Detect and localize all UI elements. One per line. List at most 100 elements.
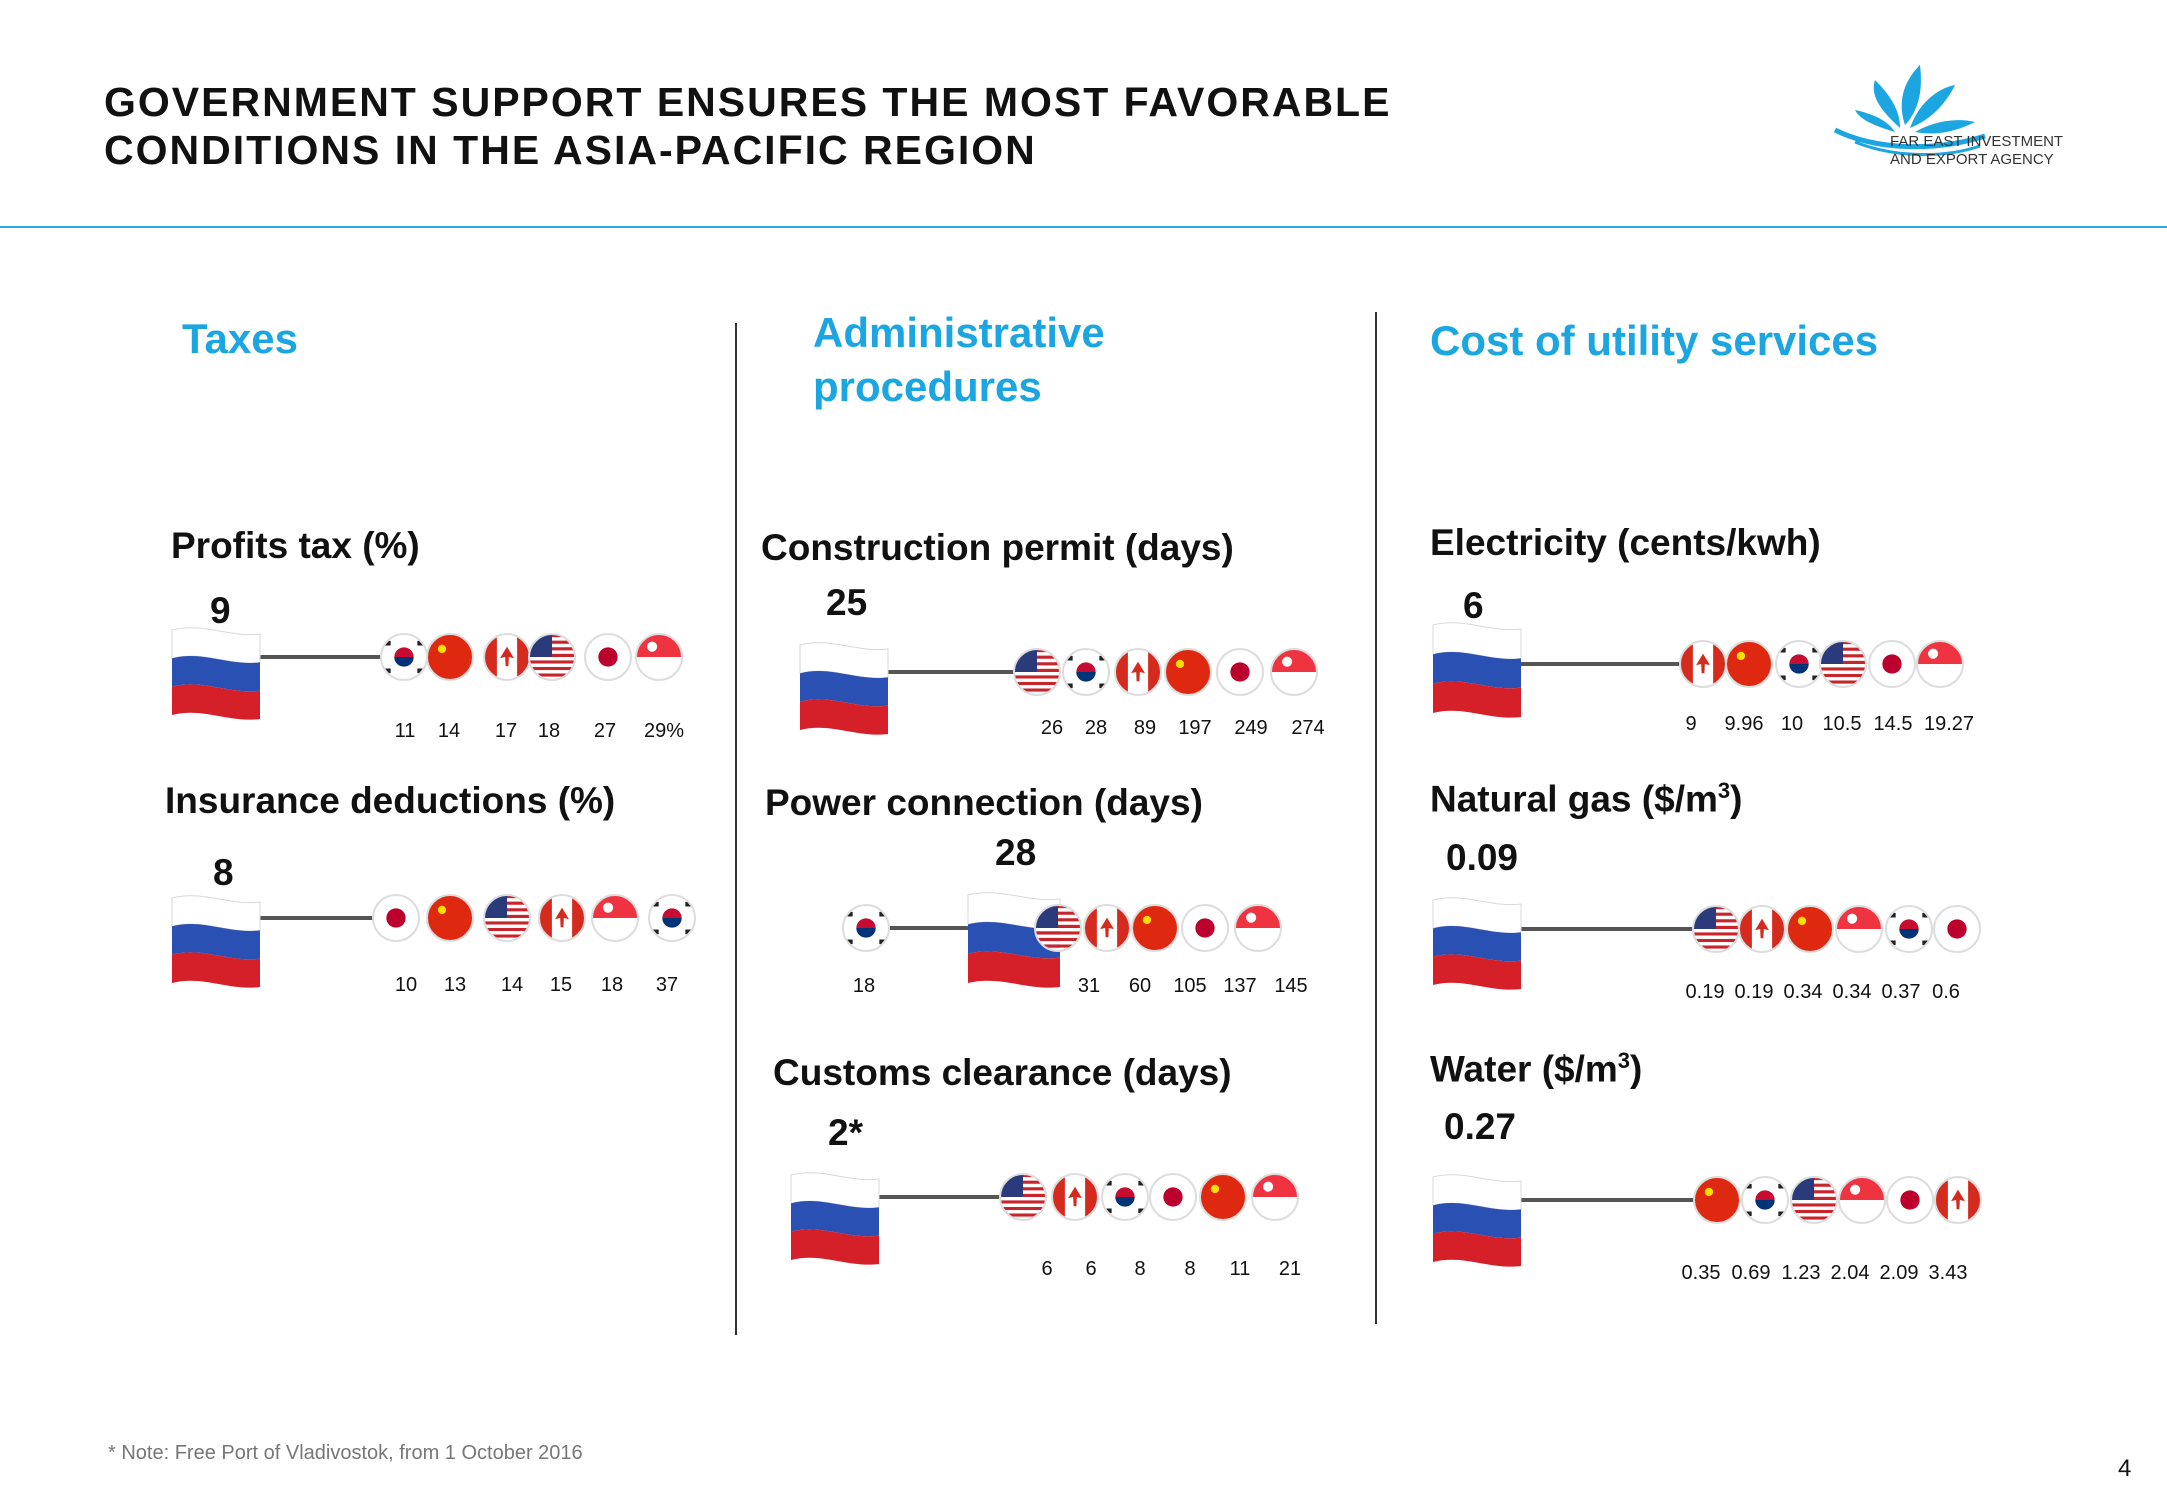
value-label: 15 [549,974,573,996]
metric-title-construction: Construction permit (days) [761,527,1234,568]
metric-title-profits-tax: Profits tax (%) [171,525,420,566]
japan-flag-icon [372,894,420,942]
canada-flag-icon [1051,1173,1099,1221]
usa-flag-icon [528,633,576,681]
china-flag-icon [1725,640,1773,688]
singapore-flag-icon [1835,905,1883,953]
value-label: 21 [1278,1258,1302,1280]
column-heading-utilities: Cost of utility services [1430,317,1879,364]
japan-flag-icon [1149,1173,1197,1221]
column-heading-taxes: Taxes [182,315,298,362]
flag-row-power [842,892,1282,988]
value-label: 0.37 [1881,981,1921,1003]
logo-text-line1: FAR EAST INVESTMENT [1890,133,2064,150]
value-label: 9 [1685,713,1697,735]
value-label: 37 [655,974,679,996]
singapore-flag-icon [1270,648,1318,696]
value-label: 0.19 [1685,981,1725,1003]
russia-flag-icon [1432,897,1522,990]
column-heading-administrative: Administrative procedures [813,306,1105,414]
russia-value-customs: 2* [828,1112,863,1153]
russia-value-natural-gas: 0.09 [1446,837,1519,878]
column-divider-1 [735,323,737,1335]
value-label: 8 [1134,1258,1146,1280]
value-label: 14.5 [1873,713,1913,735]
page-title: GOVERNMENT SUPPORT ENSURES THE MOST FAVO… [104,78,1391,174]
value-label: 31 [1077,975,1101,997]
value-label: 29% [643,720,685,742]
flag-row-customs [790,1172,1299,1265]
singapore-flag-icon [591,894,639,942]
south-korea-flag-icon [1775,640,1823,688]
page-title-line2: CONDITIONS IN THE ASIA-PACIFIC REGION [104,127,1037,173]
singapore-flag-icon [1916,640,1964,688]
metric-title-natural-gas-close: ) [1730,778,1743,820]
value-label: 6 [1041,1258,1053,1280]
canada-flag-icon [1738,905,1786,953]
value-label: 0.19 [1734,981,1774,1003]
south-korea-flag-icon [1741,1176,1789,1224]
metric-title-natural-gas-sup: 3 [1717,778,1731,803]
russia-flag-icon [171,627,261,720]
value-label: 9.96 [1724,713,1764,735]
page-number: 4 [2118,1455,2132,1482]
value-label: 6 [1085,1258,1097,1280]
japan-flag-icon [1886,1176,1934,1224]
usa-flag-icon [1819,640,1867,688]
china-flag-icon [1131,904,1179,952]
russia-value-construction: 25 [826,582,868,623]
russia-value-insurance: 8 [213,852,234,893]
usa-flag-icon [1790,1176,1838,1224]
value-label: 13 [443,974,467,996]
value-label: 0.34 [1832,981,1872,1003]
japan-flag-icon [1181,904,1229,952]
value-label: 14 [500,974,524,996]
singapore-flag-icon [1251,1173,1299,1221]
value-label: 1.23 [1781,1262,1821,1284]
metric-title-water-sup: 3 [1617,1048,1631,1073]
japan-flag-icon [1933,905,1981,953]
metric-title-power: Power connection (days) [765,782,1203,823]
value-label: 0.34 [1783,981,1823,1003]
metric-title-water-close: ) [1630,1048,1643,1090]
flag-row-electricity [1432,622,1964,718]
value-label: 2.09 [1879,1262,1919,1284]
column-heading-administrative-line2: procedures [813,363,1042,410]
column-divider-2 [1375,312,1377,1324]
south-korea-flag-icon [648,894,696,942]
singapore-flag-icon [635,633,683,681]
value-label: 18 [852,975,876,997]
canada-flag-icon [1114,648,1162,696]
value-label: 18 [537,720,561,742]
china-flag-icon [1786,905,1834,953]
metric-title-insurance: Insurance deductions (%) [165,780,616,821]
value-label: 274 [1291,717,1325,739]
value-label: 14 [437,720,461,742]
value-label: 28 [1084,717,1108,739]
south-korea-flag-icon [380,633,428,681]
russia-flag-icon [1432,622,1522,718]
usa-flag-icon [1013,648,1061,696]
usa-flag-icon [999,1173,1047,1221]
metric-title-customs: Customs clearance (days) [773,1052,1232,1093]
japan-flag-icon [1868,640,1916,688]
china-flag-icon [426,894,474,942]
metric-title-water: Water ($/m3) [1430,1048,1642,1090]
russia-value-power: 28 [995,832,1037,873]
canada-flag-icon [1934,1176,1982,1224]
south-korea-flag-icon [1062,648,1110,696]
canada-flag-icon [483,633,531,681]
south-korea-flag-icon [842,904,890,952]
usa-flag-icon [1692,905,1740,953]
metric-title-water-main: Water ($/m [1430,1048,1618,1090]
canada-flag-icon [538,894,586,942]
china-flag-icon [1693,1176,1741,1224]
header-divider [0,226,2167,228]
page-title-line1: GOVERNMENT SUPPORT ENSURES THE MOST FAVO… [104,79,1392,125]
japan-flag-icon [1216,648,1264,696]
canada-flag-icon [1083,904,1131,952]
russia-value-profits-tax: 9 [210,590,231,631]
singapore-flag-icon [1838,1176,1886,1224]
flag-row-profits-tax [171,627,683,720]
value-label: 137 [1223,975,1257,997]
